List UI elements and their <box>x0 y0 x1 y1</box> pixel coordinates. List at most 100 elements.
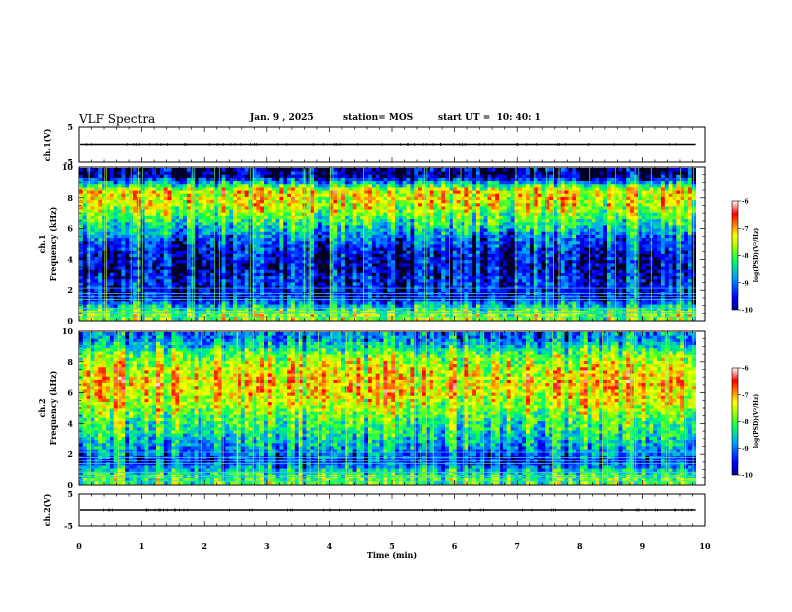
ch1-spectrogram-cell <box>102 272 107 277</box>
ch1-spectrogram-cell <box>237 231 242 235</box>
ch1-spectrogram-cell <box>206 250 211 254</box>
ch1-spectrogram-cell <box>475 301 481 305</box>
ch1-spectrogram-cell <box>321 225 327 229</box>
ch1-spectrogram-cell <box>102 206 107 210</box>
ch1-spectrogram-cell <box>379 231 384 235</box>
ch1-spectrogram-cell <box>317 199 323 204</box>
ch1-spectrogram-cell <box>379 174 384 178</box>
ch1-spectrogram-cell <box>290 180 296 185</box>
ch1-spectrogram-cell <box>348 269 354 273</box>
ch1-spectrogram-cell <box>464 234 469 239</box>
ch1-spectrogram-cell <box>144 263 149 267</box>
ch1-spectrogram-cell <box>271 237 276 242</box>
ch1-spectrogram-cell <box>125 307 130 311</box>
ch1-spectrogram-cell <box>356 301 361 305</box>
ch1-spectrogram-cell <box>117 218 122 223</box>
ch1-spectrogram-cell <box>429 206 434 210</box>
ch1-spectrogram-cell <box>460 180 465 185</box>
ch1-spectrogram-cell <box>125 316 130 321</box>
ch1-spectrogram-cell <box>333 221 338 226</box>
ch1-spectrogram-cell <box>221 240 226 245</box>
ch1-spectrogram-cell <box>475 285 481 289</box>
ch1-spectrogram-cell <box>183 228 188 232</box>
ch1-spectrogram-cell <box>283 174 288 178</box>
ch1-spectrogram-cell <box>206 190 211 194</box>
ch1-spectrogram-cell <box>186 256 192 261</box>
ch1-spectrogram-cell <box>395 171 400 175</box>
ch1-spectrogram-cell <box>244 307 249 311</box>
ch1-spectrogram-cell <box>90 221 95 226</box>
ch1-spectrogram-cell <box>395 313 400 318</box>
ch1-spectrogram-cell <box>94 301 99 305</box>
ch1-spectrogram-cell <box>271 221 276 226</box>
ch1-spectrogram-cell <box>317 278 323 283</box>
ch1-spectrogram-cell <box>360 180 365 185</box>
ch1-spectrogram-cell <box>202 250 207 254</box>
ch1-spectrogram-cell <box>298 247 303 251</box>
ch1-spectrogram-cell <box>125 278 130 283</box>
ch1-spectrogram-cell <box>82 244 88 248</box>
ch1-spectrogram-cell <box>163 288 169 292</box>
ch1-spectrogram-cell <box>325 272 330 277</box>
ch1-spectrogram-cell <box>186 278 192 283</box>
ch1-spectrogram-cell <box>344 313 350 318</box>
ch1-spectrogram-cell <box>287 285 292 289</box>
ch1-spectrogram-cell <box>179 247 184 251</box>
ch1-spectrogram-cell <box>448 174 454 178</box>
ch1-spectrogram-cell <box>468 171 473 175</box>
ch1-spectrogram-cell <box>90 316 95 321</box>
ch1-spectrogram-cell <box>82 288 88 292</box>
ch1-spectrogram-cell <box>90 171 95 175</box>
ch1-spectrogram-cell <box>360 174 365 178</box>
ch1-spectrogram-cell <box>271 272 276 277</box>
ch1-spectrogram-cell <box>244 259 249 264</box>
ch1-spectrogram-cell <box>406 285 411 289</box>
ch1-spectrogram-cell <box>82 278 88 283</box>
ch1-spectrogram-cell <box>213 269 219 273</box>
ch1-spectrogram-cell <box>287 259 292 264</box>
ch1-spectrogram-cell <box>256 209 261 213</box>
ch1-spectrogram-cell <box>240 288 246 292</box>
ch1-spectrogram-cell <box>356 250 361 254</box>
ch1-spectrogram-cell <box>379 316 384 321</box>
ch1-spectrogram-cell <box>290 253 296 258</box>
ch1-spectrogram-cell <box>406 234 411 239</box>
ch1-spectrogram-cell <box>360 231 365 235</box>
ch1-spectrogram-cell <box>398 221 404 226</box>
ch1-spectrogram-cell <box>225 174 230 178</box>
ch1-spectrogram-cell <box>229 212 234 216</box>
ch1-spectrogram-cell <box>167 269 172 273</box>
ch1-spectrogram-cell <box>425 218 431 223</box>
ch1-spectrogram-cell <box>395 259 400 264</box>
ch1-spectrogram-cell <box>237 221 242 226</box>
ch1-spectrogram-cell <box>105 307 111 311</box>
ch1-spectrogram-cell <box>159 171 165 175</box>
ch1-spectrogram-cell <box>252 231 257 235</box>
ch1-spectrogram-cell <box>391 171 396 175</box>
ch1-spectrogram-cell <box>210 313 215 318</box>
ch1-spectrogram-cell <box>105 282 111 286</box>
ch1-spectrogram-cell <box>406 259 411 264</box>
ch1-spectrogram-cell <box>452 209 458 213</box>
ch1-spectrogram-cell <box>171 288 176 292</box>
ch1-spectrogram-cell <box>117 247 122 251</box>
ch1-spectrogram-cell <box>132 196 138 201</box>
ch1-spectrogram-cell <box>344 266 350 270</box>
ch1-spectrogram-cell <box>229 190 234 194</box>
ch1-spectrogram-cell <box>117 278 122 283</box>
ch1-spectrogram-cell <box>229 240 234 245</box>
ch1-spectrogram-cell <box>271 202 276 207</box>
ch1-spectrogram-cell <box>452 304 458 308</box>
ch1-spectrogram-cell <box>240 266 246 270</box>
ch1-spectrogram-cell <box>368 278 373 283</box>
ch1-spectrogram-cell <box>90 218 95 223</box>
ch1-spectrogram-cell <box>82 218 88 223</box>
ch1-spectrogram-cell <box>244 275 249 280</box>
ch1-spectrogram-cell <box>90 183 95 188</box>
ch1-spectrogram-cell <box>398 278 404 283</box>
ch1-spectrogram-cell <box>344 193 350 197</box>
ch1-spectrogram-cell <box>325 259 330 264</box>
ch1-spectrogram-cell <box>163 218 169 223</box>
ch1-spectrogram-cell <box>418 266 423 270</box>
ch1-spectrogram-cell <box>79 304 84 308</box>
